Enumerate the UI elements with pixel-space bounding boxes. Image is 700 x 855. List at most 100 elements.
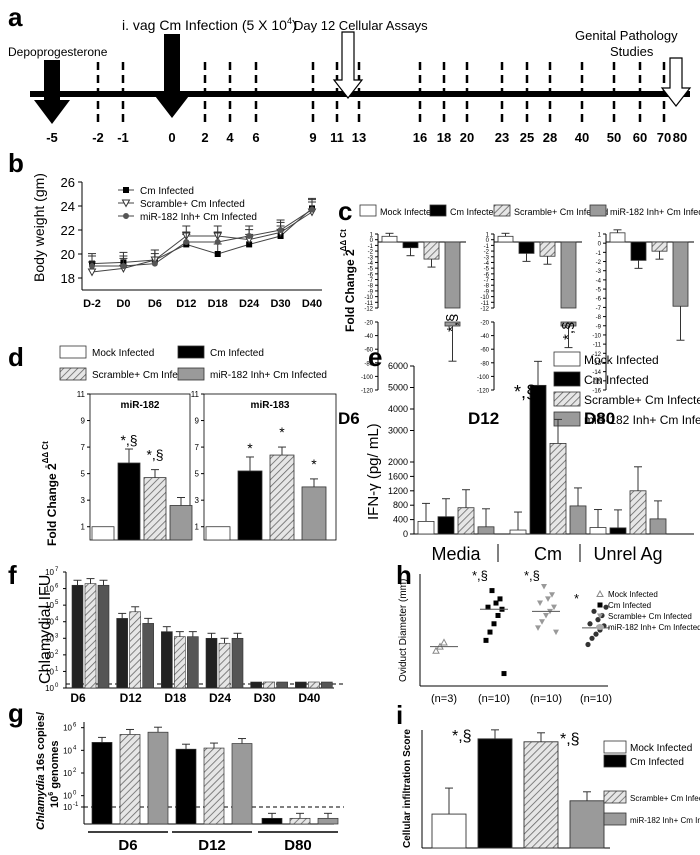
c-tick-label: -7 xyxy=(596,306,602,312)
b-y-axis-label: Body weight (gm) xyxy=(31,173,47,282)
h-point xyxy=(440,638,448,646)
c-bar xyxy=(444,241,461,309)
b-point xyxy=(214,251,221,257)
i-legend-swatch xyxy=(603,754,627,768)
pathology-label-2: Studies xyxy=(610,44,654,59)
c-tick-label: -2 xyxy=(596,260,602,266)
c-tick-label: -12 xyxy=(364,307,373,313)
e-group-label: Unrel Ag xyxy=(593,544,662,564)
g-tick-exp: 4 xyxy=(73,745,77,751)
f-bar xyxy=(250,681,262,689)
h-legend-label: miR-182 Inh+ Cm Infected xyxy=(608,623,700,632)
day-label: 4 xyxy=(226,130,234,145)
h-significance: *,§ xyxy=(472,568,488,583)
f-bar xyxy=(308,681,320,689)
g-x-tick-label: D6 xyxy=(118,837,137,854)
g-tick-label: 10 xyxy=(63,746,72,755)
f-tick-exp: 3 xyxy=(55,633,59,639)
b-series-line xyxy=(91,208,313,265)
d-legend-label: miR-182 Inh+ Cm Infected xyxy=(210,370,327,381)
c-tick-label: -100 xyxy=(477,375,490,381)
day-label: 70 xyxy=(657,130,671,145)
f-tick-exp: 5 xyxy=(55,600,59,606)
timeline-chart: Depoprogesterone i. vag Cm Infection (5 … xyxy=(8,16,692,145)
i-bar xyxy=(477,738,513,849)
panel-label-i: i xyxy=(396,700,404,730)
b-x-tick-label: D6 xyxy=(148,298,162,310)
c-tick-label: -10 xyxy=(364,295,373,301)
f-tick-label: 10 xyxy=(45,568,54,577)
d-legend-label: Scramble+ Cm Infected xyxy=(92,370,197,381)
pathology-arrow xyxy=(660,57,692,107)
g-tick-label: 10 xyxy=(63,792,72,801)
c-tick-label: -7 xyxy=(484,278,490,284)
c-group-label: D6 xyxy=(338,409,360,428)
d-group-title: miR-183 xyxy=(251,400,290,411)
c-tick-label: -4 xyxy=(484,261,490,267)
i-significance: *,§ xyxy=(452,728,472,745)
g-y-axis-label: Chlamydia 16s copies/ xyxy=(35,712,47,830)
f-tick-exp: 0 xyxy=(55,683,59,689)
d-group-title: miR-182 xyxy=(121,400,160,411)
c-tick-label: -10 xyxy=(592,333,601,339)
d-tick-label: 7 xyxy=(81,443,86,452)
d-legend-label: Mock Infected xyxy=(92,348,154,359)
h-n-label: (n=10) xyxy=(580,693,612,705)
h-point xyxy=(553,629,559,636)
c-y-axis-label: Fold Change 2 xyxy=(343,249,357,332)
f-bar xyxy=(263,681,275,689)
c-tick-label: -11 xyxy=(481,301,490,307)
e-group-label: Media xyxy=(431,544,481,564)
h-legend-label: Scramble+ Cm Infected xyxy=(608,612,692,621)
day-label: -1 xyxy=(117,130,129,145)
d-tick-label: 3 xyxy=(195,496,200,505)
i-bar xyxy=(569,800,605,849)
h-point xyxy=(493,600,499,606)
d-significance: *,§ xyxy=(120,432,137,448)
e-tick-label: 1200 xyxy=(388,486,408,496)
b-legend-label: Scramble+ Cm Infected xyxy=(140,199,245,210)
b-legend-marker xyxy=(123,213,129,219)
b-point xyxy=(246,233,253,239)
c-tick-label: -3 xyxy=(368,255,374,261)
c-tick-label: -120 xyxy=(361,389,374,395)
h-y-axis-label: Oviduct Diameter (mm) xyxy=(398,579,409,682)
h-point xyxy=(535,625,541,631)
f-tick-label: 10 xyxy=(45,651,54,660)
pathology-label-1: Genital Pathology xyxy=(575,28,678,43)
c-significance: *,§ xyxy=(560,322,577,340)
c-tick-label: -16 xyxy=(592,389,601,395)
e-tick-label: 1600 xyxy=(388,471,408,481)
e-tick-label: 3000 xyxy=(388,426,408,436)
f-tick-exp: 7 xyxy=(55,567,59,573)
g-tick-exp: 2 xyxy=(73,768,77,774)
f-y-axis-label: Chlamydial IFU xyxy=(37,575,54,684)
f-tick-label: 10 xyxy=(45,601,54,610)
b-point xyxy=(151,260,158,267)
f-bar xyxy=(276,681,288,689)
h-n-label: (n=3) xyxy=(431,693,457,705)
d-tick-label: 9 xyxy=(195,417,200,426)
e-legend-swatch xyxy=(553,351,581,367)
panel-label-g: g xyxy=(8,698,24,728)
h-legend-label: Cm Infected xyxy=(608,601,651,610)
f-bar xyxy=(321,681,333,689)
c-tick-label: -11 xyxy=(365,301,374,307)
i-legend-label: Cm Infected xyxy=(630,757,684,768)
day-label: 11 xyxy=(330,130,344,145)
d-y-axis-label: Fold Change 2 xyxy=(45,463,59,546)
h-legend-marker xyxy=(596,624,604,630)
e-legend-swatch xyxy=(553,391,581,407)
c-tick-label: -5 xyxy=(368,267,374,273)
b-x-tick-label: D12 xyxy=(176,298,196,310)
b-y-tick-label: 24 xyxy=(61,199,75,214)
g-x-tick-label: D80 xyxy=(284,837,312,854)
b-x-tick-label: D18 xyxy=(208,298,228,310)
c-tick-label: 0 xyxy=(486,238,490,244)
c-tick-label: -100 xyxy=(361,375,374,381)
h-point xyxy=(537,600,543,607)
g-tick-exp: 0 xyxy=(73,791,77,797)
